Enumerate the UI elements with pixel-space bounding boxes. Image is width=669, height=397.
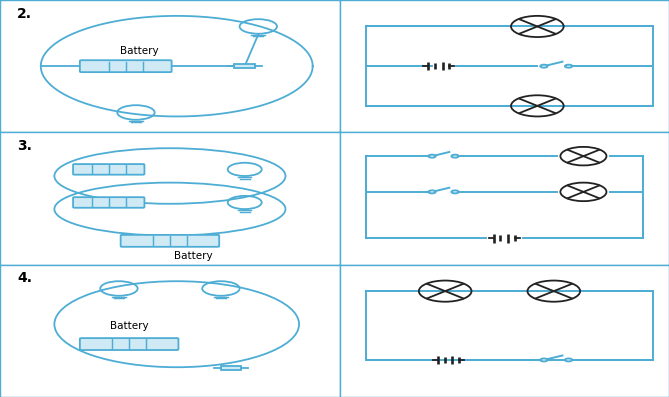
- FancyBboxPatch shape: [221, 366, 242, 370]
- Circle shape: [565, 65, 572, 67]
- Circle shape: [565, 358, 572, 361]
- Text: Battery: Battery: [120, 46, 159, 56]
- FancyBboxPatch shape: [80, 338, 179, 350]
- Circle shape: [452, 155, 459, 158]
- Text: Battery: Battery: [175, 251, 213, 262]
- Circle shape: [428, 155, 436, 158]
- Circle shape: [541, 358, 547, 361]
- Text: 4.: 4.: [17, 271, 32, 285]
- FancyBboxPatch shape: [235, 64, 255, 68]
- Text: 3.: 3.: [17, 139, 32, 153]
- Text: 2.: 2.: [17, 7, 32, 21]
- Circle shape: [541, 65, 547, 67]
- FancyBboxPatch shape: [73, 164, 145, 175]
- Text: Battery: Battery: [110, 321, 149, 331]
- FancyBboxPatch shape: [80, 60, 172, 72]
- Circle shape: [452, 191, 459, 193]
- FancyBboxPatch shape: [73, 197, 145, 208]
- FancyBboxPatch shape: [120, 235, 219, 247]
- Circle shape: [428, 191, 436, 193]
